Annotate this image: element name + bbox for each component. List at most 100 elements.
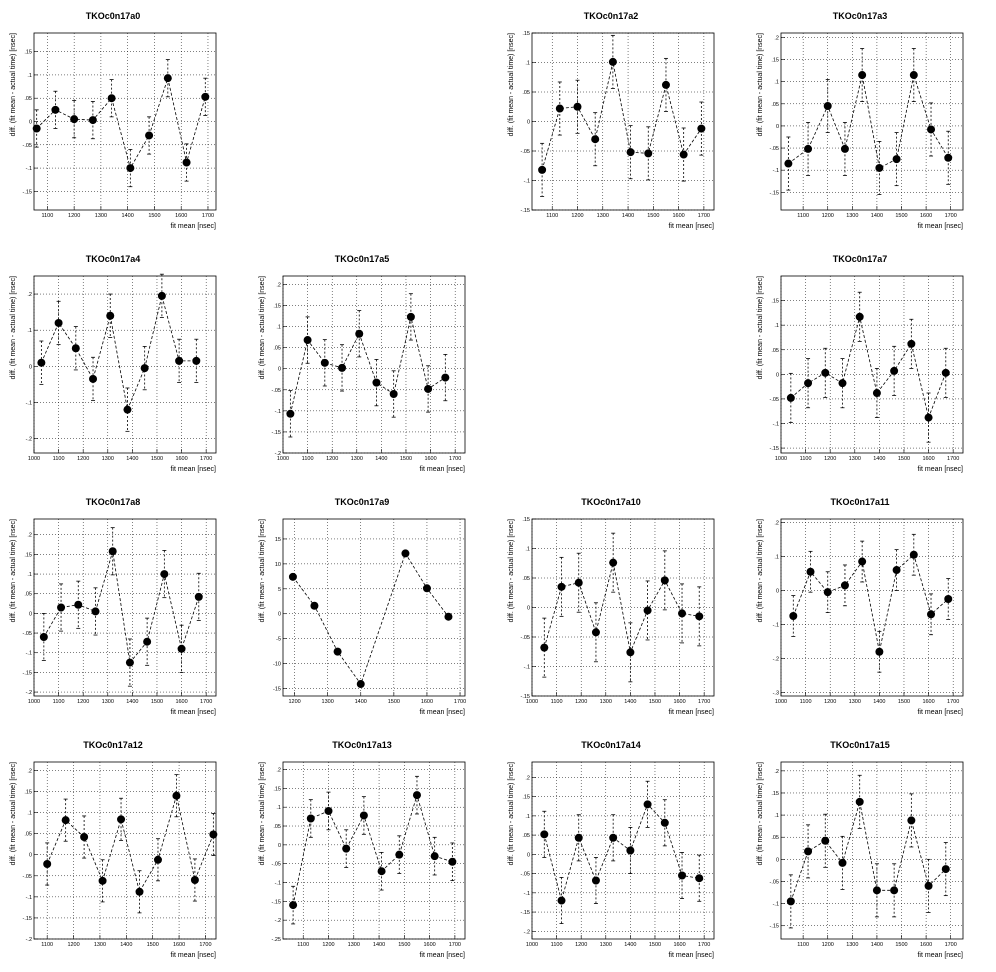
data-point [643,606,652,615]
data-point [57,603,66,612]
x-tick-label: 1100 [302,456,314,462]
x-axis-label: fit mean [nsec] [170,223,216,230]
x-tick-label: 1500 [898,456,910,462]
y-tick-label: 0 [29,120,32,126]
series-line [792,554,949,652]
x-axis-label: fit mean [nsec] [170,952,216,959]
y-tick-label: 5 [278,587,281,593]
data-point [609,558,618,567]
data-point [573,102,582,111]
x-tick-label: 1700 [947,699,959,705]
chart-svg: TKOc0n17a5 1000 1100 1200 1300 1400 1500 1600 17… [259,254,466,473]
data-point [43,859,52,868]
x-tick-label: 1300 [102,456,114,462]
data-point [784,159,793,168]
data-point [126,164,135,173]
y-tick-label: .15 [24,50,32,56]
data-point [153,855,162,864]
chart-panel-0: TKOc0n17a0 1100 1200 1300 1400 1500 1600 1700 -.… [0,0,249,243]
x-tick-label: 1400 [871,213,883,219]
data-point [944,594,953,603]
series-line [790,801,947,902]
data-point [338,363,347,372]
x-tick-label: 1000 [775,456,787,462]
data-point [143,637,152,646]
y-tick-label: .15 [522,517,530,523]
data-point [678,609,687,618]
plot-frame [33,518,217,697]
x-tick-label: 1100 [800,456,812,462]
series-line [41,295,197,412]
y-tick-label: -.2 [26,690,32,696]
x-tick-label: 1300 [351,456,363,462]
data-point [441,373,450,382]
chart-panel-11: TKOc0n17a11 1000 1100 1200 1300 1400 1500 1600 1… [747,486,996,729]
x-tick-label: 1400 [122,213,134,219]
x-axis-label: fit mean [nsec] [668,223,714,230]
x-tick-label: 1500 [151,699,163,705]
y-tick-label: -.1 [26,400,32,406]
data-point [320,358,329,367]
data-point [644,149,653,158]
y-tick-label: .15 [24,552,32,558]
x-tick-label: 1300 [95,213,107,219]
y-tick-label: .1 [27,328,32,334]
x-tick-label: 1100 [41,213,53,219]
x-tick-label: 1600 [175,456,187,462]
data-point [697,124,706,133]
y-tick-label: .05 [273,824,281,830]
data-point [840,144,849,153]
x-tick-label: 1500 [400,456,412,462]
series-line [788,73,949,169]
y-tick-label: -.05 [23,143,32,149]
chart-panel-13: TKOc0n17a13 1100 1200 1300 1400 1500 1600 1700 -… [249,729,498,972]
y-tick-label: .05 [522,576,530,582]
x-tick-label: 1700 [945,942,957,948]
x-tick-label: 1300 [597,213,609,219]
x-tick-label: 1000 [775,699,787,705]
y-tick-label: -.1 [524,665,530,671]
x-tick-label: 1100 [297,942,309,948]
y-tick-label: -.05 [521,635,530,641]
data-point [875,647,884,656]
data-point [201,92,210,101]
x-tick-label: 1200 [822,213,834,219]
data-point [157,291,166,300]
y-tick-label: .1 [525,61,530,67]
x-tick-label: 1400 [624,942,636,948]
data-point [74,600,83,609]
data-point [941,865,950,874]
y-tick-label: .15 [522,795,530,801]
y-tick-label: .1 [525,547,530,553]
series-line [46,795,214,893]
x-tick-label: 1500 [388,699,400,705]
y-tick-label: .1 [276,805,281,811]
chart-svg: TKOc0n17a2 1100 1200 1300 1400 1500 1600 1700 -.… [508,11,715,230]
x-tick-label: 1300 [322,699,334,705]
x-tick-label: 1300 [102,699,114,705]
chart-title: TKOc0n17a12 [83,740,143,750]
chart-svg: TKOc0n17a4 1000 1100 1200 1300 1400 1500 1600 17… [10,254,217,473]
data-point [412,791,421,800]
plot-frame [780,32,964,211]
data-point [909,71,918,80]
x-tick-label: 1000 [526,699,538,705]
data-point [626,648,635,657]
data-point [194,592,203,601]
series-line [543,803,700,903]
data-point [123,405,132,414]
chart-svg: TKOc0n17a13 1100 1200 1300 1400 1500 1600 1700 -… [259,740,466,959]
y-tick-label: -15 [273,687,281,693]
y-tick-label: .15 [24,790,32,796]
x-tick-label: 1700 [199,942,211,948]
y-tick-label: 0 [29,364,32,370]
data-point [538,165,547,174]
data-point [591,876,600,885]
x-tick-label: 1000 [526,942,538,948]
x-tick-label: 1600 [423,942,435,948]
data-point [789,612,798,621]
data-point [355,329,364,338]
plot-frame [780,275,964,454]
y-tick-label: .1 [774,813,779,819]
data-point [71,344,80,353]
